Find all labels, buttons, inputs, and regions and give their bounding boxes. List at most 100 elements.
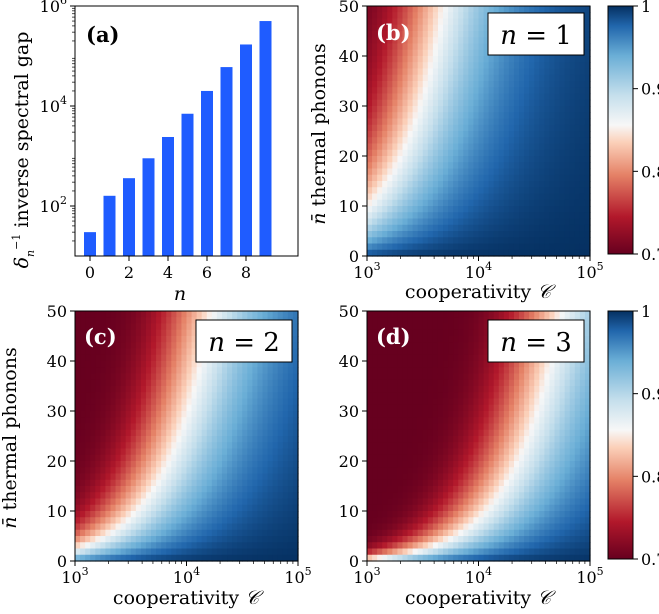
heat-cell	[432, 392, 439, 400]
heat-cell	[176, 554, 183, 562]
heat-cell	[372, 317, 378, 325]
heat-cell	[140, 417, 147, 425]
heat-cell	[402, 106, 409, 113]
heat-cell	[292, 423, 299, 431]
heat-cell	[432, 492, 439, 500]
heat-cell	[201, 448, 208, 456]
heat-cell	[539, 181, 545, 188]
heat-cell	[493, 411, 500, 418]
heat-cell	[554, 218, 561, 226]
heat-cell	[478, 81, 485, 88]
heat-cell	[130, 423, 137, 431]
heat-cell	[120, 317, 127, 325]
heat-cell	[554, 162, 561, 170]
heat-cell	[397, 162, 404, 170]
heat-cell	[120, 348, 127, 356]
heat-cell	[412, 461, 419, 468]
heat-cell	[503, 174, 510, 182]
heat-cell	[437, 137, 444, 145]
heat-cell	[427, 206, 434, 213]
heat-cell	[534, 181, 540, 188]
heat-cell	[247, 542, 253, 550]
heat-cell	[140, 511, 147, 518]
heat-cell	[417, 81, 424, 88]
heat-cell	[468, 174, 475, 182]
heat-cell	[206, 529, 213, 537]
heat-cell	[437, 504, 444, 512]
heat-cell	[130, 367, 137, 375]
heat-cell	[262, 411, 269, 418]
heat-cell	[453, 517, 459, 525]
heat-cell	[427, 536, 434, 543]
heat-cell	[437, 411, 444, 418]
heat-cell	[412, 536, 419, 543]
heat-cell	[513, 461, 520, 468]
heat-cell	[422, 336, 429, 343]
heat-cell	[181, 317, 188, 325]
heat-cell	[402, 361, 409, 368]
heat-cell	[110, 367, 117, 375]
heat-cell	[282, 398, 289, 406]
heat-cell	[372, 486, 378, 493]
heat-cell	[534, 143, 540, 151]
heat-cell	[463, 323, 469, 331]
heat-cell	[262, 467, 269, 475]
heat-cell	[503, 93, 510, 101]
heat-cell	[367, 467, 373, 475]
heat-cell	[387, 99, 393, 107]
heat-cell	[437, 181, 444, 188]
heat-cell	[95, 473, 101, 481]
heat-cell	[488, 174, 495, 182]
heat-cell	[166, 454, 172, 462]
heat-cell	[483, 249, 490, 257]
heat-cell	[508, 398, 515, 406]
heat-cell	[448, 224, 454, 232]
tick-label: 40	[47, 352, 67, 371]
heat-cell	[130, 404, 137, 412]
heat-cell	[427, 249, 434, 257]
heat-cell	[237, 473, 243, 481]
heat-cell	[498, 99, 505, 107]
heat-cell	[432, 68, 439, 76]
heat-cell	[135, 367, 142, 375]
heat-cell	[402, 112, 409, 120]
heat-cell	[483, 336, 490, 343]
heat-cell	[186, 529, 193, 537]
heat-cell	[85, 354, 91, 362]
heat-cell	[468, 56, 475, 63]
heat-cell	[529, 68, 535, 76]
heat-cell	[85, 504, 91, 512]
heat-cell	[402, 37, 409, 45]
heat-cell	[367, 181, 373, 188]
heat-cell	[427, 218, 434, 226]
heat-cell	[427, 448, 434, 456]
heat-cell	[503, 429, 510, 437]
heat-cell	[422, 429, 429, 437]
heat-cell	[242, 404, 248, 412]
heat-cell	[206, 454, 213, 462]
heat-cell	[75, 417, 81, 425]
heat-cell	[508, 193, 515, 201]
heat-cell	[513, 206, 520, 213]
heat-cell	[100, 329, 107, 337]
heat-cell	[392, 112, 399, 120]
heat-cell	[432, 467, 439, 475]
heat-cell	[448, 548, 454, 556]
heat-cell	[80, 342, 86, 350]
heat-cell	[211, 536, 218, 543]
heat-cell	[387, 323, 393, 331]
heat-cell	[483, 354, 490, 362]
heat-cell	[216, 517, 223, 525]
heat-cell	[397, 62, 404, 70]
heat-cell	[191, 417, 198, 425]
heat-cell	[252, 417, 259, 425]
heat-cell	[554, 131, 561, 138]
heat-cell	[437, 436, 444, 443]
heat-cell	[237, 311, 243, 318]
heat-cell	[397, 361, 404, 368]
heat-cell	[156, 336, 162, 343]
heat-cell	[387, 404, 393, 412]
heat-cell	[407, 187, 414, 195]
heat-cell	[468, 523, 475, 531]
heat-cell	[432, 93, 439, 101]
